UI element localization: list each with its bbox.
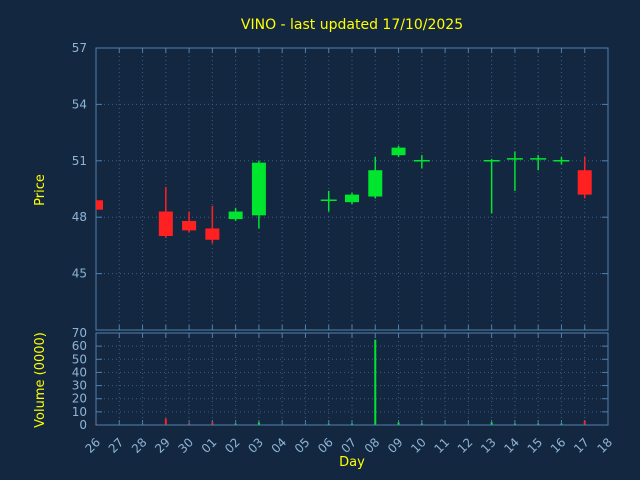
price-tick-label-57: 57 [72,41,87,55]
volume-tick-label-40: 40 [72,365,87,379]
candle-06 [320,190,337,212]
volume-tick-label-20: 20 [72,392,87,406]
candle-15 [530,155,547,171]
candle-02 [228,207,243,221]
candle-03 [251,160,266,229]
candle-body-29 [158,211,173,236]
volume-bars [95,339,586,425]
volume-tick-label-10: 10 [72,405,87,419]
candle-body-08 [368,170,383,197]
candles [96,145,592,244]
candle-body-17 [577,170,592,195]
candle-14 [506,151,523,191]
candle-09 [391,145,406,158]
candle-17 [577,157,592,199]
grid [95,48,609,425]
frames [95,47,609,426]
candle-01 [205,205,220,244]
candle-30 [182,211,197,233]
price-tick-label-45: 45 [72,267,87,281]
volume-tick-label-0: 0 [79,418,87,432]
volume-tick-label-60: 60 [72,339,87,353]
volume-axis-label: Volume (0000) [33,332,48,428]
volume-tick-label-30: 30 [72,379,87,393]
candle-body-30 [182,220,197,231]
volume-tick-label-50: 50 [72,352,87,366]
candle-26 [96,198,103,210]
candle-body-01 [205,228,220,240]
day-axis-label: Day [339,455,365,470]
candle-29 [158,187,173,238]
price-tick-label-48: 48 [72,210,87,224]
candle-body-07 [345,194,359,203]
candle-body-03 [251,162,266,216]
candle-13 [483,158,500,214]
candle-10 [413,155,430,169]
candle-body-26 [96,200,103,210]
price-tick-label-51: 51 [72,154,87,168]
price-tick-label-54: 54 [72,97,87,111]
candle-16 [553,157,570,165]
candle-body-09 [391,147,406,156]
candle-07 [345,192,359,205]
candle-body-02 [228,211,243,220]
price-axis-label: Price [33,174,48,206]
candle-08 [368,157,383,199]
volume-tick-label-70: 70 [72,326,87,340]
chart-title: VINO - last updated 17/10/2025 [241,17,463,33]
